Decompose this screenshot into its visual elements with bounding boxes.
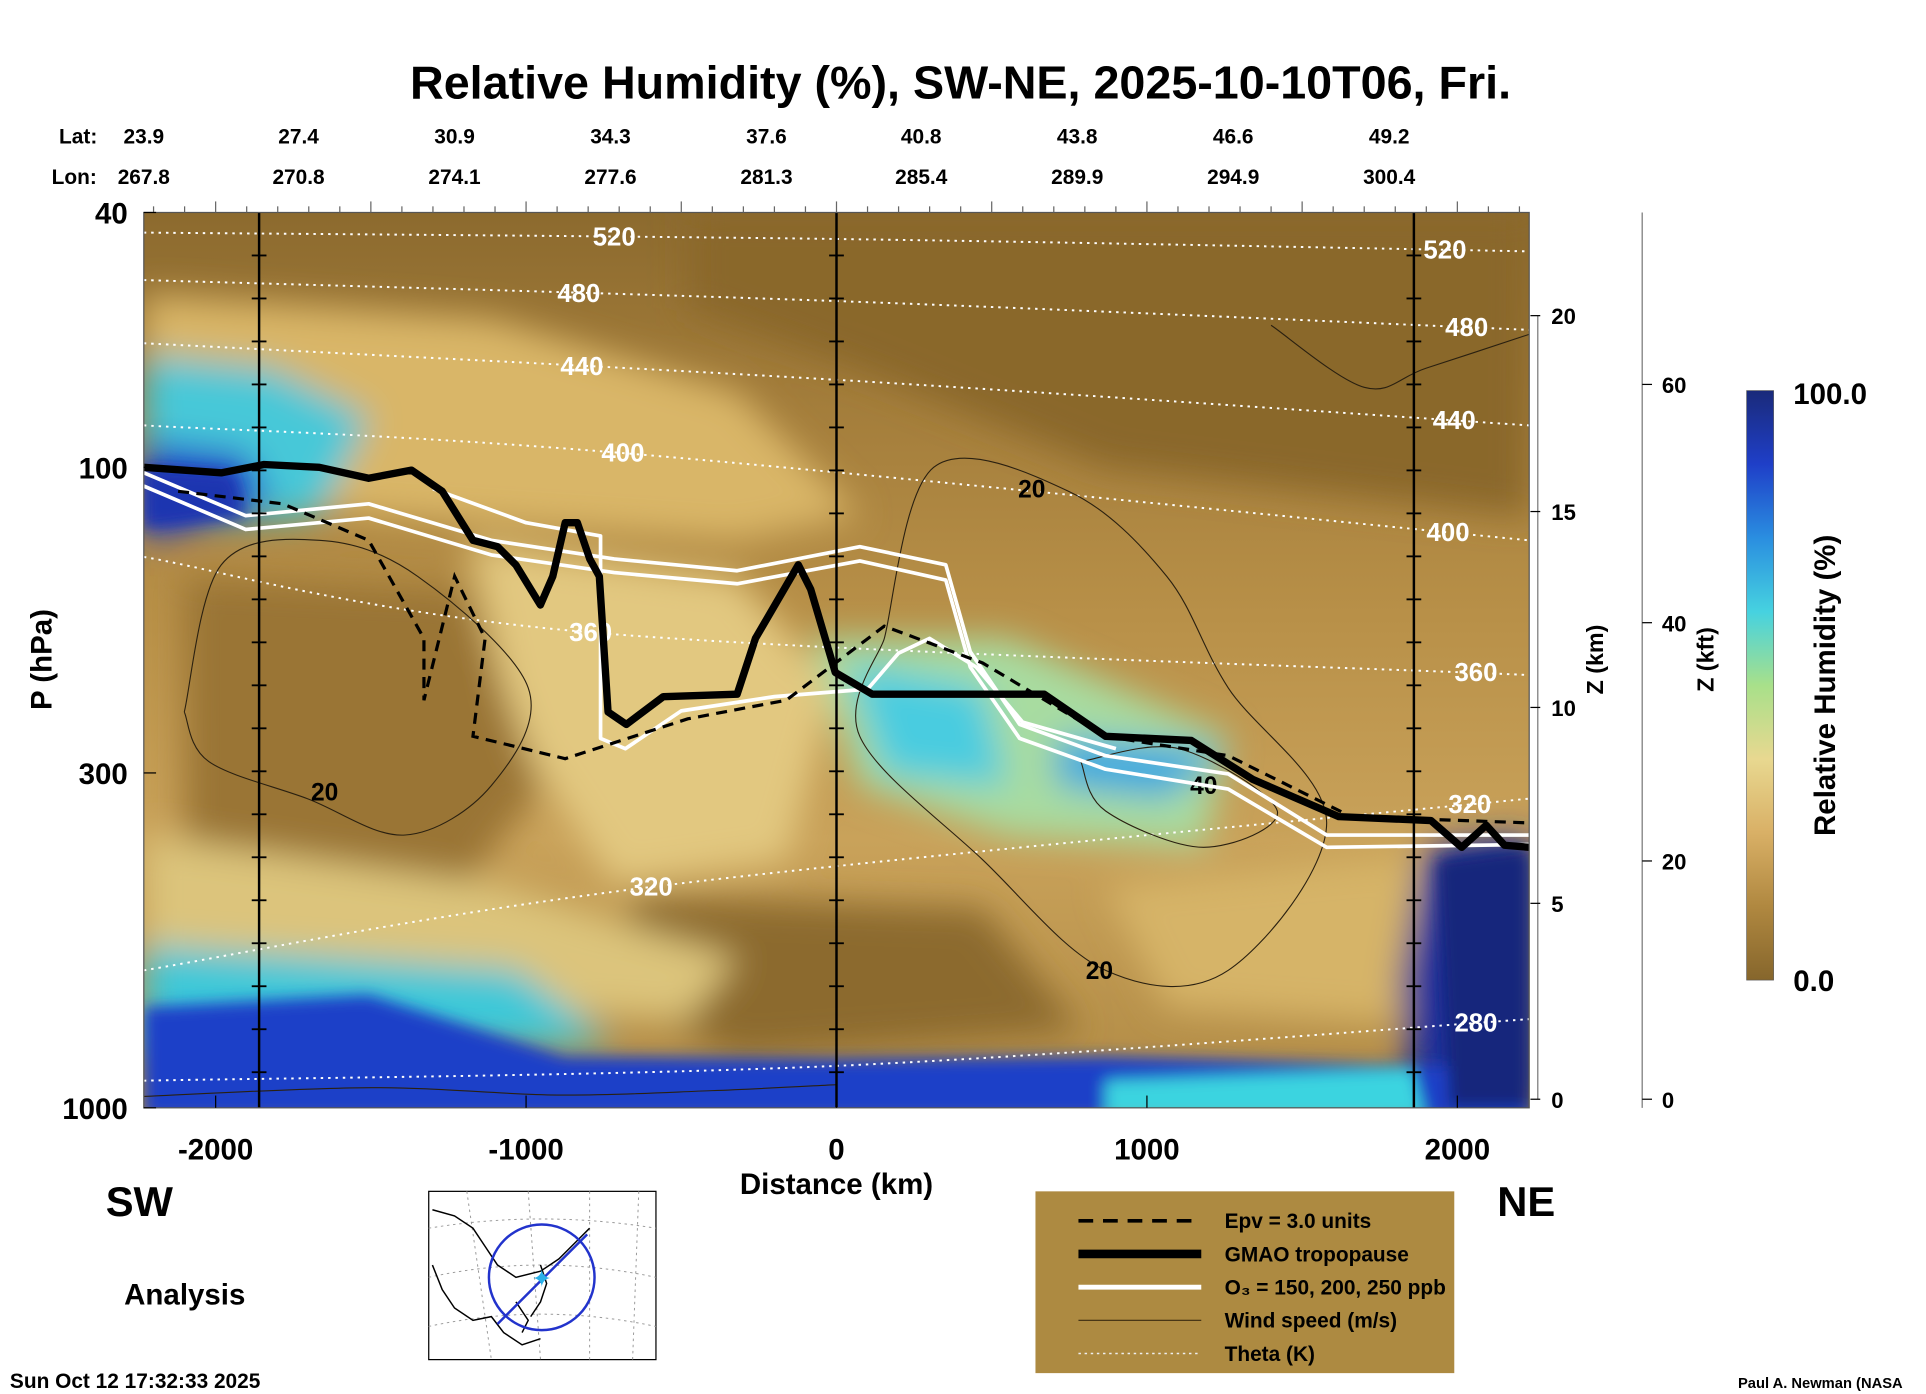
x-axis-title: Distance (km) bbox=[740, 1168, 933, 1201]
z-km-tick-label: 10 bbox=[1551, 696, 1576, 721]
lat-value: 30.9 bbox=[434, 126, 475, 149]
sw-label: SW bbox=[106, 1178, 174, 1225]
ozone-contours bbox=[143, 471, 1530, 850]
wind-contour bbox=[1270, 324, 1530, 390]
theta-label: 400 bbox=[1427, 519, 1470, 547]
y-tick-label: 1000 bbox=[62, 1093, 128, 1126]
lat-label: Lat: bbox=[59, 126, 97, 149]
coastline bbox=[431, 1209, 591, 1346]
lat-lon-header: Lat: Lon: 23.9 27.4 30.9 34.3 37.6 40.8 43.8 46.6… bbox=[52, 126, 1416, 190]
legend: Epv = 3.0 units GMAO tropopause O₃ = 150, … bbox=[1035, 1191, 1455, 1374]
colorbar-label: Relative Humidity (%) bbox=[1809, 535, 1842, 836]
z-km-axis-title: Z (km) bbox=[1582, 625, 1608, 695]
x-tick-label: 2000 bbox=[1425, 1133, 1491, 1166]
lon-value: 277.6 bbox=[584, 166, 636, 189]
inset-map: ✦ bbox=[428, 1190, 657, 1361]
location-markers bbox=[251, 212, 1422, 1108]
z-km-tick-label: 20 bbox=[1551, 304, 1576, 329]
theta-label: 440 bbox=[560, 353, 603, 381]
lat-value: 49.2 bbox=[1369, 126, 1410, 149]
theta-label: 320 bbox=[1448, 791, 1491, 819]
cross-section-track bbox=[496, 1233, 589, 1325]
wind-contour bbox=[143, 1084, 837, 1098]
epv-contour bbox=[177, 489, 1530, 825]
z-kft-tick-label: 20 bbox=[1662, 850, 1687, 875]
z-km-tick-label: 15 bbox=[1551, 500, 1576, 525]
theta-label: 520 bbox=[1423, 236, 1466, 264]
lat-value: 43.8 bbox=[1057, 126, 1098, 149]
z-kft-tick-label: 60 bbox=[1662, 373, 1687, 398]
lat-value: 23.9 bbox=[123, 126, 164, 149]
wind-label: 20 bbox=[1018, 476, 1045, 503]
colorbar-max: 100.0 bbox=[1793, 378, 1867, 411]
x-tick-label: 1000 bbox=[1114, 1133, 1180, 1166]
epv-line bbox=[177, 489, 1530, 825]
x-tick-label: -2000 bbox=[178, 1133, 253, 1166]
theta-line-520 bbox=[143, 231, 1530, 253]
lon-value: 274.1 bbox=[428, 166, 481, 189]
z-kft-tick-label: 0 bbox=[1662, 1088, 1674, 1113]
lon-value: 289.9 bbox=[1051, 166, 1103, 189]
z-km-tick-label: 0 bbox=[1551, 1088, 1563, 1113]
ozone-line bbox=[143, 484, 1530, 850]
lon-value: 267.8 bbox=[118, 166, 170, 189]
timestamp: Sun Oct 12 17:32:33 2025 bbox=[10, 1370, 261, 1393]
lat-value: 46.6 bbox=[1213, 126, 1254, 149]
domain-circle bbox=[487, 1223, 596, 1332]
theta-label: 360 bbox=[1454, 659, 1497, 687]
z-kft-axis-title: Z (kft) bbox=[1692, 627, 1718, 692]
wind-contour bbox=[855, 457, 1328, 988]
y-axis-title: P (hPa) bbox=[26, 609, 59, 710]
legend-label: GMAO tropopause bbox=[1225, 1243, 1409, 1266]
credit: Paul A. Newman (NASA bbox=[1738, 1376, 1903, 1392]
lat-value: 27.4 bbox=[278, 126, 319, 149]
lat-value: 40.8 bbox=[901, 126, 942, 149]
center-star-icon: ✦ bbox=[531, 1266, 552, 1293]
axes: -2000 -1000 0 1000 2000 40 100 300 1000 0 5 10 15 20 0… bbox=[62, 198, 1686, 1167]
colorbar-min: 0.0 bbox=[1793, 965, 1834, 998]
legend-label: Wind speed (m/s) bbox=[1225, 1310, 1398, 1333]
theta-label: 440 bbox=[1433, 407, 1476, 435]
lon-value: 300.4 bbox=[1363, 166, 1416, 189]
theta-label: 480 bbox=[1445, 314, 1488, 342]
theta-label: 520 bbox=[593, 224, 636, 252]
z-km-tick-label: 5 bbox=[1551, 892, 1563, 917]
theta-label: 320 bbox=[630, 874, 673, 902]
chart-title: Relative Humidity (%), SW-NE, 2025-10-10… bbox=[410, 56, 1511, 108]
wind-contour bbox=[183, 538, 532, 836]
y-tick-label: 300 bbox=[79, 758, 128, 791]
lon-value: 270.8 bbox=[272, 166, 324, 189]
wind-label: 20 bbox=[1086, 958, 1113, 985]
z-kft-tick-label: 40 bbox=[1662, 611, 1687, 636]
theta-label: 480 bbox=[557, 280, 600, 308]
x-tick-label: 0 bbox=[828, 1133, 844, 1166]
colorbar: 100.0 0.0 Relative Humidity (%) bbox=[1746, 378, 1867, 998]
ne-label: NE bbox=[1497, 1178, 1555, 1225]
ozone-line bbox=[143, 471, 1530, 837]
legend-label: Epv = 3.0 units bbox=[1225, 1210, 1372, 1233]
lon-value: 294.9 bbox=[1207, 166, 1259, 189]
x-tick-label: -1000 bbox=[488, 1133, 563, 1166]
tropopause-line bbox=[143, 460, 1530, 852]
lat-value: 34.3 bbox=[590, 126, 631, 149]
theta-label: 400 bbox=[601, 440, 644, 468]
lon-value: 281.3 bbox=[740, 166, 792, 189]
lon-value: 285.4 bbox=[895, 166, 948, 189]
legend-label: Theta (K) bbox=[1225, 1343, 1315, 1366]
legend-label: O₃ = 150, 200, 250 ppb bbox=[1225, 1277, 1446, 1300]
tropopause-path bbox=[143, 460, 1530, 852]
wind-label: 20 bbox=[311, 779, 338, 806]
lon-label: Lon: bbox=[52, 166, 97, 189]
ozone-line bbox=[432, 486, 1117, 751]
theta-line-400 bbox=[143, 424, 1530, 542]
lat-value: 37.6 bbox=[746, 126, 787, 149]
y-tick-label: 100 bbox=[79, 452, 128, 485]
theta-label: 280 bbox=[1454, 1009, 1497, 1037]
y-tick-label: 40 bbox=[95, 198, 128, 231]
analysis-label: Analysis bbox=[124, 1278, 245, 1311]
